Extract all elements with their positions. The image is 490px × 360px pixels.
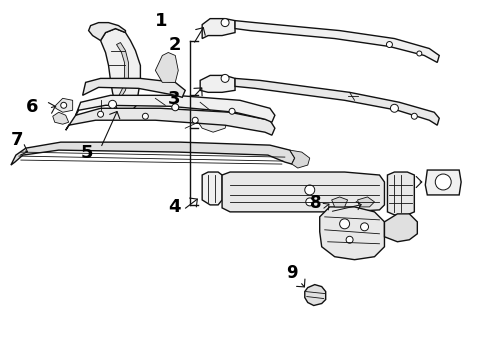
- Circle shape: [305, 185, 315, 195]
- Circle shape: [221, 19, 229, 27]
- Polygon shape: [75, 95, 275, 122]
- Text: 2: 2: [168, 36, 181, 54]
- Circle shape: [361, 223, 368, 231]
- Circle shape: [143, 113, 148, 119]
- Text: 8: 8: [310, 194, 321, 212]
- Polygon shape: [425, 170, 461, 195]
- Polygon shape: [202, 19, 235, 39]
- Polygon shape: [388, 172, 415, 215]
- Polygon shape: [332, 197, 347, 207]
- Polygon shape: [290, 150, 310, 168]
- Polygon shape: [117, 42, 128, 98]
- Text: 6: 6: [26, 98, 38, 116]
- Circle shape: [346, 236, 353, 243]
- Text: 9: 9: [286, 264, 297, 282]
- Polygon shape: [235, 21, 439, 62]
- Polygon shape: [202, 172, 222, 205]
- Circle shape: [435, 174, 451, 190]
- Polygon shape: [222, 172, 385, 212]
- Circle shape: [306, 198, 314, 206]
- Polygon shape: [200, 75, 235, 92]
- Polygon shape: [198, 112, 228, 132]
- Circle shape: [417, 51, 422, 56]
- Polygon shape: [53, 112, 69, 124]
- Polygon shape: [56, 98, 73, 112]
- Text: 5: 5: [81, 144, 93, 162]
- Circle shape: [192, 117, 198, 123]
- Polygon shape: [305, 285, 326, 306]
- Circle shape: [391, 104, 398, 112]
- Circle shape: [172, 104, 179, 111]
- Text: 4: 4: [168, 198, 181, 216]
- Text: 3: 3: [168, 90, 181, 108]
- Polygon shape: [83, 78, 185, 97]
- Polygon shape: [235, 78, 439, 125]
- Polygon shape: [155, 53, 178, 82]
- Polygon shape: [100, 28, 141, 115]
- Polygon shape: [11, 142, 295, 165]
- Polygon shape: [66, 108, 275, 135]
- Polygon shape: [385, 214, 417, 242]
- Circle shape: [229, 108, 235, 114]
- Circle shape: [387, 41, 392, 48]
- Circle shape: [412, 113, 417, 119]
- Text: 7: 7: [11, 131, 24, 149]
- Text: 1: 1: [155, 12, 168, 30]
- Circle shape: [221, 75, 229, 82]
- Circle shape: [61, 102, 67, 108]
- Circle shape: [108, 100, 117, 108]
- Polygon shape: [358, 197, 374, 207]
- Circle shape: [120, 97, 125, 103]
- Circle shape: [340, 219, 349, 229]
- Circle shape: [98, 111, 103, 117]
- Polygon shape: [319, 207, 385, 260]
- Polygon shape: [89, 23, 125, 41]
